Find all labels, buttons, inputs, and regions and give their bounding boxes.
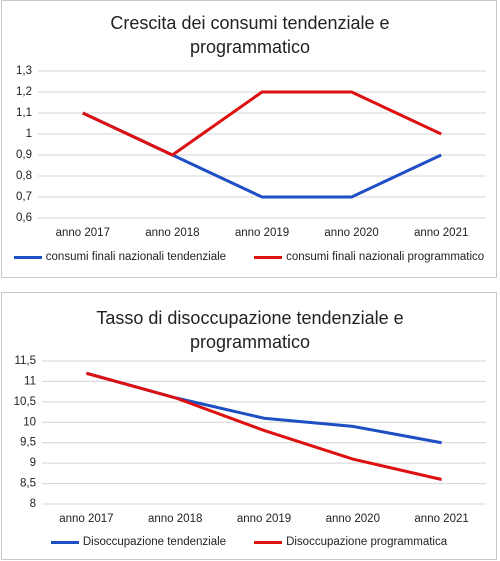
y-tick-label: 0,6 <box>16 212 32 224</box>
y-tick-label: 1 <box>26 128 32 140</box>
y-tick-label: 0,8 <box>16 170 32 182</box>
x-tick-label: anno 2017 <box>56 227 110 239</box>
legend-label: Disoccupazione programmatica <box>286 536 448 548</box>
y-tick-label: 10 <box>23 416 36 428</box>
chart-title: Crescita dei consumi tendenziale e progr… <box>110 13 390 57</box>
y-tick-label: 0,7 <box>16 191 32 203</box>
legend-swatch <box>13 255 42 259</box>
chart: 0,6 0,7 0,8 0,9 1 1,1 1,2 1,3 anno 2017 anno 2018… <box>16 65 486 239</box>
y-tick-label: 1,1 <box>16 107 32 119</box>
x-tick-label: anno 2020 <box>326 513 380 525</box>
x-tick-label: anno 2017 <box>59 513 113 525</box>
chart: 8 8,5 9 9,5 10 10,5 11 11,5 anno 2017 anno 2018 an… <box>14 355 486 525</box>
chart-panel: Tasso di disoccupazione tendenziale e pr… <box>1 292 497 560</box>
legend-item: consumi finali nazionali programmatico <box>254 251 484 263</box>
y-tick-label: 8,5 <box>20 478 36 490</box>
y-tick-label: 11 <box>24 375 36 387</box>
x-tick-label: anno 2018 <box>145 227 199 239</box>
y-tick-label: 10,5 <box>14 396 36 408</box>
x-tick-label: anno 2019 <box>237 513 291 525</box>
y-tick-label: 9 <box>30 457 36 469</box>
legend-label: Disoccupazione tendenziale <box>82 536 227 548</box>
data-line <box>86 371 442 445</box>
legend-swatch <box>254 540 283 544</box>
legend-label: consumi finali nazionali tendenziale <box>45 251 227 263</box>
x-tick-label: anno 2019 <box>235 227 289 239</box>
legend-item: consumi finali nazionali tendenziale <box>13 251 227 263</box>
y-tick-label: 8 <box>30 498 36 510</box>
x-tick-label: anno 2018 <box>148 513 202 525</box>
legend-item: Disoccupazione tendenziale <box>50 536 227 548</box>
data-line <box>86 371 442 481</box>
y-tick-label: 0,9 <box>16 149 32 161</box>
legend: Disoccupazione tendenziale Disoccupazione… <box>2 536 496 548</box>
legend-label: consumi finali nazionali programmatico <box>286 251 485 263</box>
legend-swatch <box>254 255 283 259</box>
y-tick-label: 1,3 <box>16 65 32 77</box>
chart-title: Tasso di disoccupazione tendenziale e pr… <box>96 308 404 352</box>
legend-item: Disoccupazione programmatica <box>254 536 447 548</box>
y-tick-label: 9,5 <box>20 437 36 449</box>
x-tick-label: anno 2021 <box>414 513 468 525</box>
legend: consumi finali nazionali tendenziale cons… <box>2 251 496 263</box>
chart-panel: Crescita dei consumi tendenziale e progr… <box>1 0 497 278</box>
x-tick-label: anno 2020 <box>324 227 378 239</box>
y-tick-label: 11,5 <box>14 355 36 367</box>
legend-swatch <box>50 540 79 544</box>
x-tick-label: anno 2021 <box>414 227 468 239</box>
y-tick-label: 1,2 <box>16 86 32 98</box>
data-line <box>82 90 442 157</box>
